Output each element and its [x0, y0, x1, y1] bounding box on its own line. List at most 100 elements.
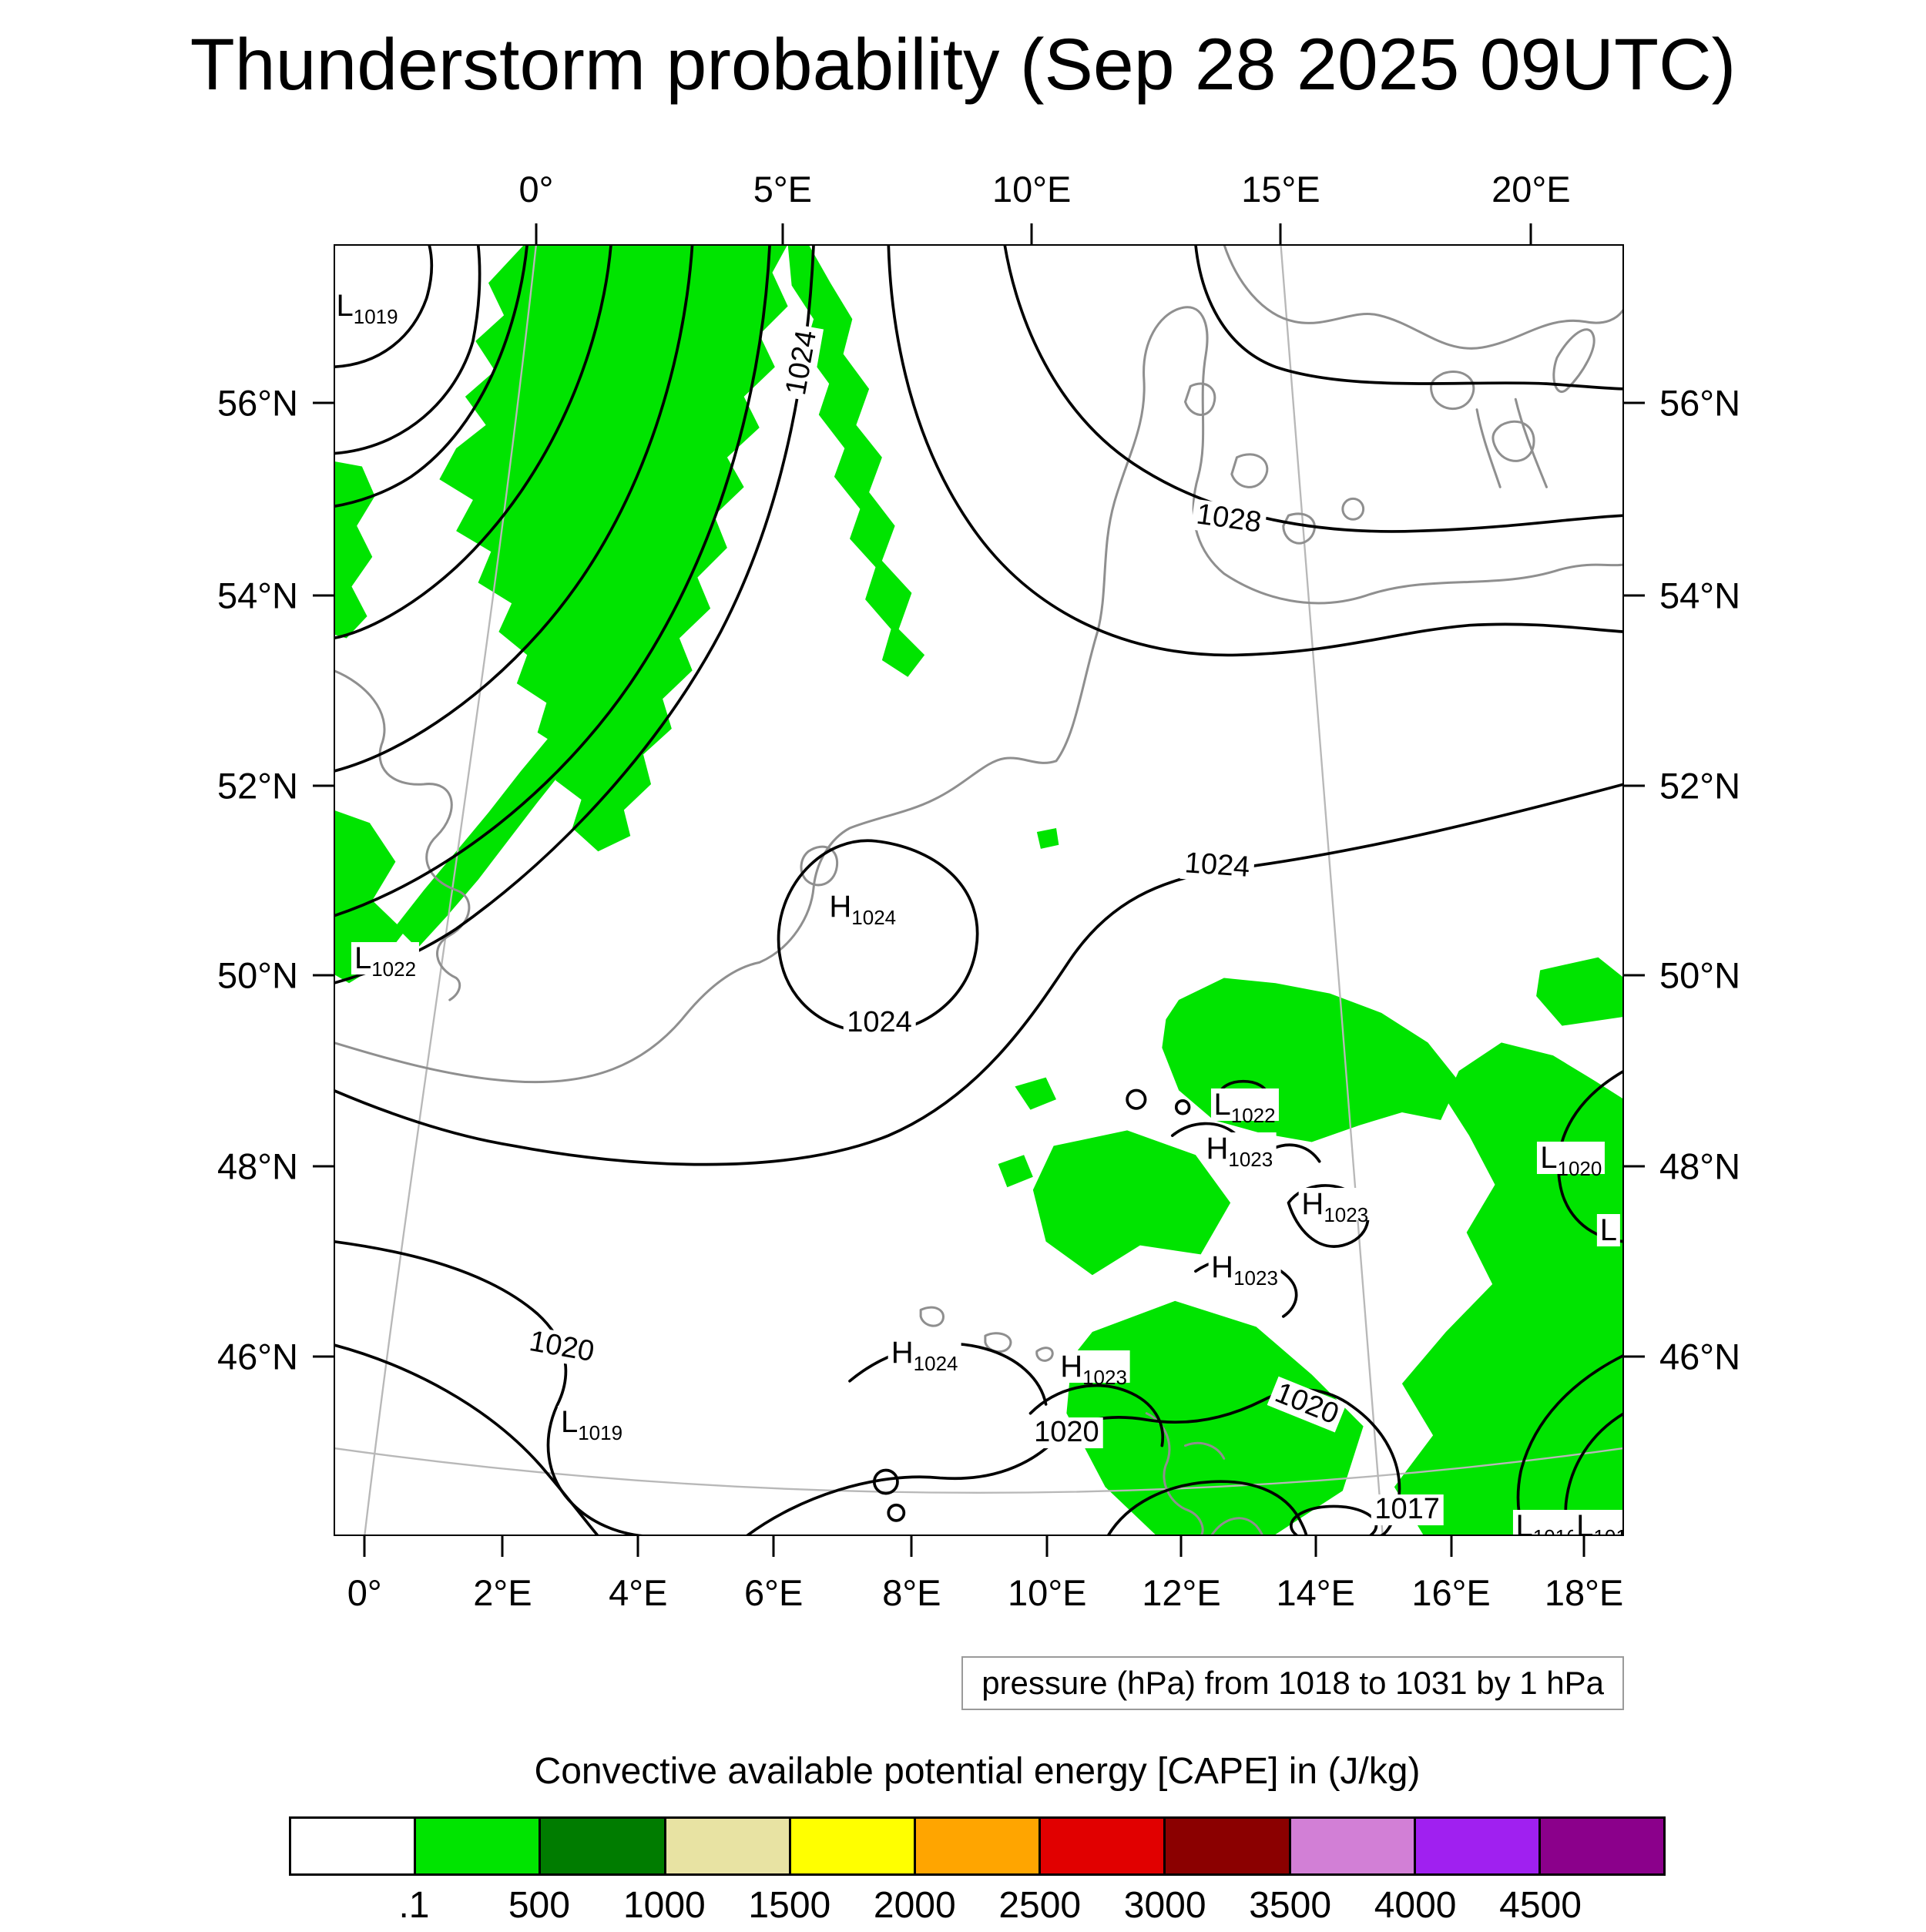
colorbar-tick-label: 1000 [622, 1885, 706, 1926]
axis-left: 56°N 54°N 52°N 50°N 48°N 46°N [199, 244, 334, 1536]
axis-left-label: 46°N [216, 1336, 298, 1377]
axis-bottom-label: 0° [347, 1572, 382, 1613]
pressure-center-value: 1019 [353, 305, 398, 329]
axis-bottom-label: 6°E [744, 1572, 804, 1613]
colorbar-cell-7 [1163, 1819, 1289, 1873]
axis-left-tick [313, 1355, 334, 1358]
pressure-center-letter: H [1206, 1131, 1229, 1166]
pressure-center-letter: H [1060, 1350, 1083, 1384]
cape-green-shading [334, 244, 1624, 1536]
pressure-center-value: 1020 [1557, 1156, 1602, 1180]
pressure-caption-text: pressure (hPa) from 1018 to 1031 by 1 hP… [981, 1665, 1604, 1701]
isobar-label: 1017 [1371, 1494, 1444, 1526]
pressure-center-value: 1023 [1324, 1203, 1369, 1226]
colorbar-cell-5 [913, 1819, 1039, 1873]
axis-right-tick [1624, 401, 1645, 404]
axis-right-label: 54°N [1659, 575, 1741, 616]
pressure-center-letter: L [1213, 1087, 1231, 1122]
pressure-center-h1023: H1023 [1208, 1250, 1281, 1288]
axis-bottom-label: 10°E [1008, 1572, 1087, 1613]
pressure-center-value: 1016 [1533, 1525, 1578, 1536]
axis-top: 0° 5°E 10°E 15°E 20°E [334, 140, 1624, 244]
colorbar-tick-label: 500 [508, 1885, 570, 1926]
axis-bottom-label: 18°E [1544, 1572, 1624, 1613]
isobar-label: 1024 [1179, 847, 1255, 884]
colorbar-tick-label: 2500 [998, 1885, 1082, 1926]
pressure-center-value: 1023 [1233, 1266, 1278, 1290]
axis-left-tick [313, 1165, 334, 1168]
colorbar-cell-1 [414, 1819, 539, 1873]
pressure-center-letter: L [1599, 1213, 1618, 1247]
axis-right-tick [1624, 594, 1645, 597]
axis-right-tick [1624, 784, 1645, 787]
axis-bottom-label: 2°E [473, 1572, 532, 1613]
axis-bottom-tick [501, 1536, 504, 1557]
pressure-center-l1016: L1016 [1573, 1508, 1624, 1536]
colorbar-ticks: .1 500 1000 1500 2000 2500 3000 3500 4000 4500 [289, 1886, 1666, 1932]
colorbar-cell-9 [1413, 1819, 1538, 1873]
colorbar-cell-6 [1038, 1819, 1164, 1873]
axis-right: 56°N 54°N 52°N 50°N 48°N 46°N [1624, 244, 1759, 1536]
colorbar-tick-label: 4500 [1499, 1885, 1582, 1926]
axis-right-label: 50°N [1659, 954, 1741, 996]
axis-bottom-label: 12°E [1142, 1572, 1221, 1613]
axis-bottom-tick [772, 1536, 775, 1557]
axis-right-tick [1624, 1355, 1645, 1358]
axis-bottom-tick [910, 1536, 913, 1557]
axis-left-label: 50°N [216, 954, 298, 996]
axis-bottom-tick [1179, 1536, 1183, 1557]
axis-top-label: 10°E [992, 169, 1072, 210]
pressure-center-letter: H [1301, 1187, 1324, 1221]
axis-right-label: 48°N [1659, 1145, 1741, 1187]
coastlines [334, 244, 1624, 1536]
axis-left-label: 52°N [216, 765, 298, 807]
pressure-center-l1020: L1020 [1537, 1141, 1606, 1179]
pressure-center-l1019: L1019 [334, 290, 401, 327]
axis-right-tick [1624, 974, 1645, 977]
axis-bottom: 0° 2°E 4°E 6°E 8°E 10°E 12°E 14°E 16°E 18°E [334, 1536, 1624, 1644]
pressure-center-h1024: H1024 [888, 1335, 961, 1374]
axis-right-label: 46°N [1659, 1336, 1741, 1377]
pressure-center-l1019: L1019 [557, 1405, 626, 1443]
axis-top-label: 5°E [753, 169, 813, 210]
pressure-caption: pressure (hPa) from 1018 to 1031 by 1 hP… [961, 1656, 1624, 1710]
pressure-center-letter: L [560, 1405, 579, 1440]
axis-top-label: 15°E [1241, 169, 1320, 210]
colorbar-cell-4 [788, 1819, 914, 1873]
axis-top-tick [781, 223, 784, 244]
axis-left-label: 56°N [216, 382, 298, 424]
axis-right-label: 52°N [1659, 765, 1741, 807]
axis-bottom-label: 8°E [882, 1572, 941, 1613]
colorbar-cell-0 [291, 1819, 414, 1873]
axis-bottom-tick [1450, 1536, 1453, 1557]
pressure-center-value: 1024 [913, 1351, 958, 1375]
pressure-center-letter: H [1211, 1250, 1234, 1285]
axis-bottom-tick [1045, 1536, 1049, 1557]
isobar-label: 1020 [1030, 1417, 1103, 1448]
axis-left-tick [313, 974, 334, 977]
colorbar-tick-label: .1 [398, 1885, 430, 1926]
pressure-center-value: 1023 [1082, 1366, 1127, 1390]
pressure-center-value: 1019 [578, 1421, 623, 1445]
page-title: Thunderstorm probability (Sep 28 2025 09… [190, 24, 1736, 106]
pressure-center-value: 1022 [371, 958, 417, 981]
pressure-center-value: 1023 [1228, 1147, 1273, 1171]
axis-top-label: 0° [518, 169, 554, 210]
axis-top-tick [1529, 223, 1532, 244]
pressure-center-letter: H [891, 1335, 914, 1370]
axis-bottom-tick [1582, 1536, 1585, 1557]
axis-right-tick [1624, 1165, 1645, 1168]
colorbar-title: Convective available potential energy [C… [534, 1751, 1421, 1792]
axis-right-label: 56°N [1659, 382, 1741, 424]
pressure-center-h1023: H1023 [1057, 1350, 1130, 1387]
colorbar-tick-label: 3500 [1249, 1885, 1332, 1926]
colorbar-tick-label: 2000 [873, 1885, 956, 1926]
colorbar-tick-label: 1500 [748, 1885, 831, 1926]
pressure-center-letter: L [1576, 1508, 1594, 1536]
axis-left-tick [313, 401, 334, 404]
colorbar-cell-3 [663, 1819, 789, 1873]
colorbar-tick-label: 4000 [1374, 1885, 1457, 1926]
pressure-center-value: 1022 [1230, 1103, 1276, 1127]
colorbar-cell-2 [539, 1819, 664, 1873]
axis-bottom-tick [1314, 1536, 1317, 1557]
